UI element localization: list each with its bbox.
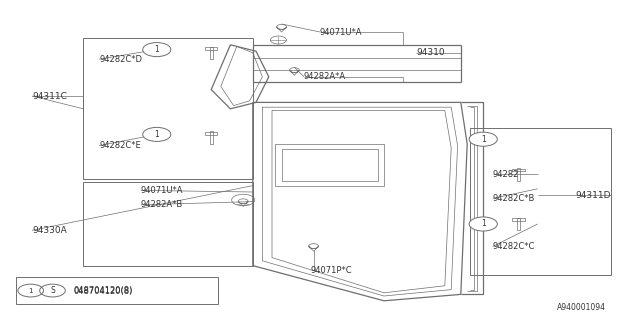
Bar xyxy=(512,218,525,221)
Text: 94071P*C: 94071P*C xyxy=(310,266,352,275)
Text: 94311D: 94311D xyxy=(576,191,611,200)
Text: S: S xyxy=(50,286,55,295)
Text: 1: 1 xyxy=(28,288,33,293)
Bar xyxy=(512,169,525,171)
Text: 1: 1 xyxy=(481,220,486,228)
Circle shape xyxy=(469,132,497,146)
Bar xyxy=(209,47,213,59)
Text: 1: 1 xyxy=(481,135,486,144)
Bar xyxy=(205,47,218,50)
Text: 94282A*A: 94282A*A xyxy=(304,72,346,81)
Text: 94282C*E: 94282C*E xyxy=(99,141,141,150)
Text: 94282C*D: 94282C*D xyxy=(99,55,142,64)
Bar xyxy=(83,182,253,266)
Text: A940001094: A940001094 xyxy=(557,303,606,312)
Text: 1: 1 xyxy=(154,45,159,54)
Text: 048704120(8): 048704120(8) xyxy=(74,287,133,296)
Text: 048704120(8): 048704120(8) xyxy=(74,286,133,295)
Text: 94310: 94310 xyxy=(416,48,445,57)
Text: 94282: 94282 xyxy=(493,170,519,179)
Text: 94071U*A: 94071U*A xyxy=(141,186,183,195)
Text: 94071U*A: 94071U*A xyxy=(320,28,362,36)
Text: 94282C*C: 94282C*C xyxy=(493,242,535,251)
Text: 94282C*B: 94282C*B xyxy=(493,194,535,203)
Text: 94330A: 94330A xyxy=(32,226,67,235)
Bar xyxy=(516,168,520,180)
Text: 94282A*B: 94282A*B xyxy=(141,200,183,209)
Text: 94311C: 94311C xyxy=(32,92,67,100)
Bar xyxy=(16,277,218,304)
Circle shape xyxy=(143,43,171,57)
Bar xyxy=(470,128,611,275)
Circle shape xyxy=(18,284,44,297)
Bar xyxy=(205,132,218,134)
Bar xyxy=(83,38,253,179)
Bar xyxy=(209,132,213,144)
Text: 1: 1 xyxy=(154,130,159,139)
Circle shape xyxy=(469,217,497,231)
Bar xyxy=(516,218,520,230)
Circle shape xyxy=(143,127,171,141)
